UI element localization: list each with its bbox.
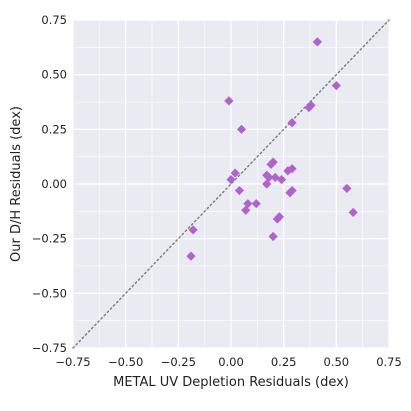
y-tick-label: −0.75 bbox=[32, 341, 67, 355]
data-point bbox=[304, 102, 314, 113]
data-point bbox=[276, 175, 287, 185]
data-point bbox=[272, 214, 282, 224]
identity-reference-line bbox=[72, 19, 390, 349]
data-point bbox=[264, 172, 274, 183]
y-tick-label: −0.25 bbox=[32, 232, 67, 246]
y-tick-label: 0.00 bbox=[41, 177, 67, 191]
data-point bbox=[312, 37, 322, 47]
data-point bbox=[285, 188, 295, 198]
x-axis-label: METAL UV Depletion Residuals (dex) bbox=[113, 375, 349, 390]
y-tick-label: −0.50 bbox=[32, 286, 67, 300]
data-point bbox=[236, 124, 247, 134]
y-tick-label: 0.75 bbox=[41, 13, 67, 27]
data-point bbox=[188, 225, 198, 235]
y-tick-label: 0.50 bbox=[41, 68, 67, 82]
x-tick-label: −0.75 bbox=[55, 355, 90, 369]
data-point bbox=[234, 185, 245, 196]
data-point bbox=[268, 231, 278, 242]
data-point bbox=[186, 251, 196, 261]
x-tick-labels: −0.75 −0.50 −0.25 0.00 0.25 0.50 0.75 bbox=[55, 355, 401, 369]
data-point bbox=[224, 96, 234, 106]
data-point bbox=[342, 183, 352, 193]
data-point bbox=[270, 172, 280, 183]
x-tick-label: −0.50 bbox=[108, 355, 143, 369]
data-point bbox=[266, 159, 276, 169]
data-point bbox=[331, 81, 341, 91]
data-point bbox=[251, 199, 261, 209]
grid-lines bbox=[72, 19, 390, 349]
data-point bbox=[348, 207, 358, 218]
y-axis-label: Our D/H Residuals (dex) bbox=[9, 106, 24, 262]
x-tick-label: 0.00 bbox=[218, 355, 244, 369]
data-point bbox=[262, 179, 272, 189]
x-tick-label: 0.25 bbox=[271, 355, 297, 369]
x-tick-label: 0.75 bbox=[376, 355, 402, 369]
data-point bbox=[226, 175, 236, 185]
x-tick-label: 0.50 bbox=[324, 355, 350, 369]
data-point bbox=[283, 166, 293, 176]
x-tick-label: −0.25 bbox=[161, 355, 196, 369]
data-points bbox=[186, 37, 358, 261]
data-point bbox=[230, 168, 240, 178]
data-point bbox=[287, 118, 297, 128]
data-point bbox=[241, 205, 251, 215]
y-tick-label: 0.25 bbox=[41, 122, 67, 136]
y-tick-labels: −0.75 −0.50 −0.25 0.00 0.25 0.50 0.75 bbox=[32, 13, 67, 355]
